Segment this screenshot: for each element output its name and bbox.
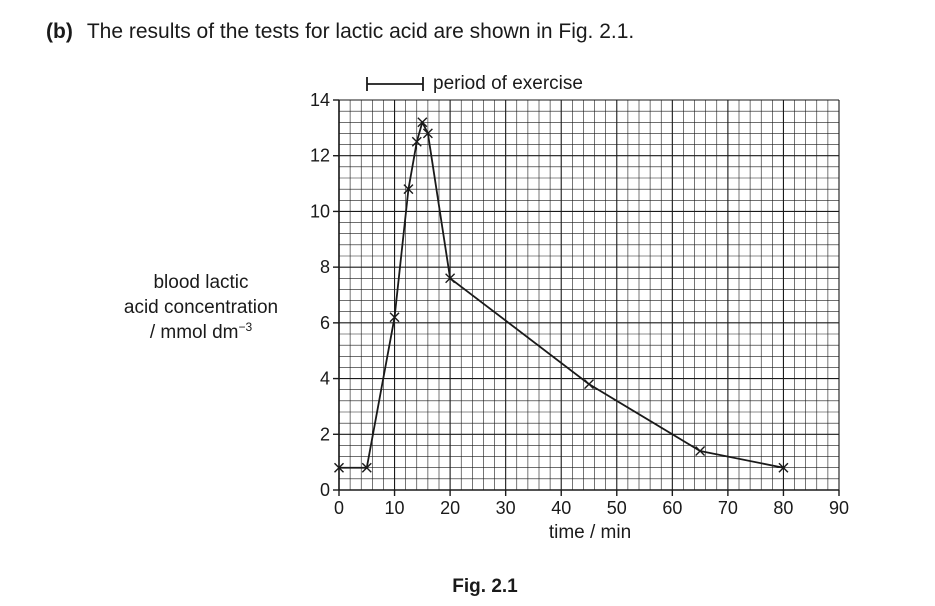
data-point-marker — [361, 462, 372, 473]
data-point-marker — [411, 136, 422, 147]
y-tick-label: 0 — [320, 480, 330, 500]
x-tick-label: 50 — [607, 498, 627, 518]
y-axis-label-line-1: blood lactic — [153, 272, 249, 293]
x-tick-label: 90 — [829, 498, 849, 518]
y-tick-label: 14 — [310, 90, 330, 110]
axes — [338, 100, 839, 491]
exercise-period-label: period of exercise — [433, 73, 583, 94]
question-text-block: (b) The results of the tests for lactic a… — [46, 18, 634, 46]
data-point-marker — [584, 379, 594, 390]
y-tick-label: 8 — [320, 257, 330, 277]
marker-stroke — [334, 462, 344, 473]
data-point-marker — [445, 273, 456, 284]
data-point-marker — [389, 312, 400, 323]
data-point-marker — [403, 184, 414, 195]
marker-stroke — [422, 128, 433, 139]
y-axis-label-line-3: / mmol dm−3 — [96, 320, 306, 345]
x-tick-label: 0 — [334, 498, 344, 518]
data-point-marker — [695, 446, 706, 456]
y-axis-label-line-2: acid concentration — [123, 297, 279, 318]
data-point-marker — [417, 117, 428, 128]
tick-marks — [333, 99, 840, 496]
marker-stroke — [695, 446, 706, 456]
x-axis-label: time / min — [548, 522, 632, 543]
marker-stroke — [778, 462, 789, 473]
x-tick-label: 70 — [718, 498, 738, 518]
x-tick-label: 10 — [385, 498, 405, 518]
y-tick-label: 2 — [320, 424, 330, 444]
x-tick-label: 80 — [773, 498, 793, 518]
y-tick-label: 12 — [310, 146, 330, 166]
x-tick-label: 20 — [440, 498, 460, 518]
data-point-marker — [778, 462, 789, 473]
tick-labels: 0 10 20 30 40 50 60 70 80 90 0 2 4 6 8 10 12 14 — [310, 90, 849, 518]
figure-caption: Fig. 2.1 — [452, 576, 518, 597]
marker-stroke — [361, 462, 372, 473]
data-series — [334, 117, 789, 473]
y-axis-unit: / mmol dm — [149, 322, 239, 343]
marker-stroke — [445, 273, 456, 284]
y-axis-unit-exponent: −3 — [238, 320, 253, 334]
y-axis-label: blood lactic acid concentration / mmol d… — [96, 270, 306, 345]
grid-major — [338, 99, 840, 491]
y-tick-label: 4 — [320, 369, 330, 389]
y-tick-label: 6 — [320, 313, 330, 333]
question-text: The results of the tests for lactic acid… — [86, 20, 635, 43]
marker-stroke — [411, 136, 422, 147]
marker-stroke — [389, 312, 400, 323]
exercise-period-bar — [366, 77, 424, 91]
x-tick-label: 60 — [662, 498, 682, 518]
y-tick-label: 10 — [310, 201, 330, 221]
question-number: (b) — [46, 20, 73, 43]
marker-stroke — [584, 379, 594, 390]
x-tick-label: 30 — [496, 498, 516, 518]
data-point-marker — [334, 462, 344, 473]
x-tick-label: 40 — [551, 498, 571, 518]
data-point-marker — [422, 128, 433, 139]
marker-stroke — [403, 184, 414, 195]
marker-stroke — [417, 117, 428, 128]
